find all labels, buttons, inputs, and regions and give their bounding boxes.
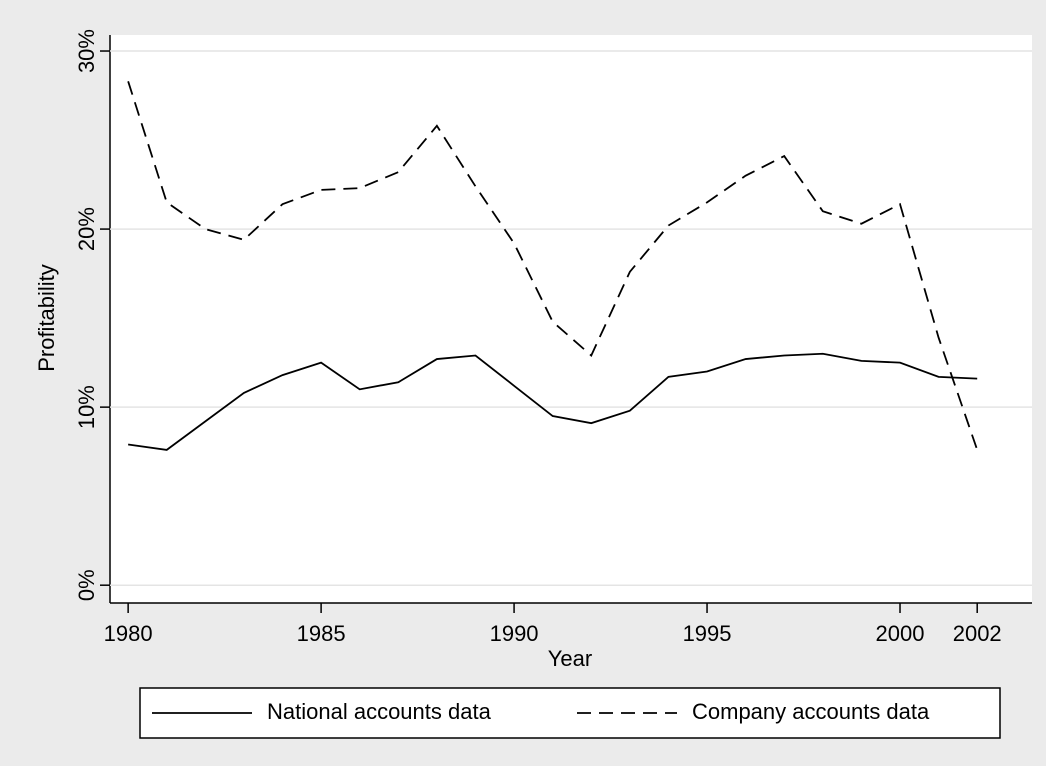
y-tick-label: 20%: [74, 207, 99, 251]
legend-label: Company accounts data: [692, 699, 930, 724]
x-tick-label: 1990: [490, 621, 539, 646]
y-axis-title: Profitability: [34, 264, 59, 372]
x-axis-title: Year: [548, 646, 592, 671]
y-tick-label: 0%: [74, 569, 99, 601]
x-tick-label: 1980: [104, 621, 153, 646]
x-tick-label: 2000: [876, 621, 925, 646]
x-tick-label: 1985: [297, 621, 346, 646]
series-line: [127, 81, 979, 451]
series-line: [128, 352, 978, 451]
x-tick-label: 2002: [953, 621, 1002, 646]
y-tick-label: 10%: [74, 385, 99, 429]
legend-label: National accounts data: [267, 699, 492, 724]
y-tick-label: 30%: [74, 29, 99, 73]
x-tick-label: 1995: [683, 621, 732, 646]
plot-area: [110, 35, 1032, 603]
legend: [139, 687, 1001, 739]
